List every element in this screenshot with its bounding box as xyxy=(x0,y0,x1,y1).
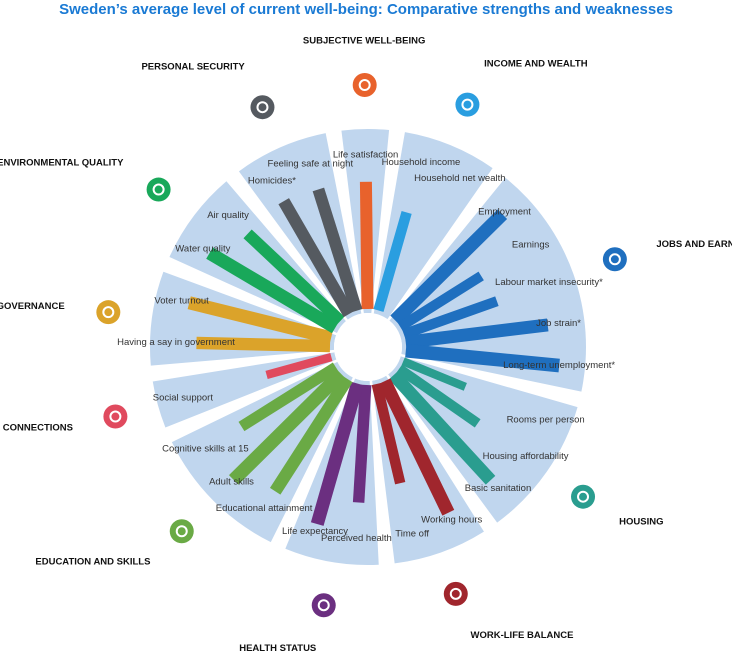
indicator-label: Life expectancy xyxy=(282,526,348,537)
bar-jobs-0 xyxy=(390,209,508,326)
tree-icon xyxy=(146,177,171,202)
indicator-label: Life satisfaction xyxy=(333,150,398,161)
indicator-label: Perceived health xyxy=(321,533,392,544)
bar-housing-0 xyxy=(401,357,467,391)
indicator-label: Household income xyxy=(382,157,461,168)
bar-environment-0 xyxy=(206,247,339,334)
indicator-label: Adult skills xyxy=(209,477,254,488)
indicator-label: Having a say in government xyxy=(117,337,235,348)
bar-income-0 xyxy=(373,211,412,312)
bar-housing-2 xyxy=(388,370,496,485)
indicator-label: Time off xyxy=(395,528,429,539)
indicator-label: Voter turnout xyxy=(154,295,209,306)
indicator-label: Rooms per person xyxy=(507,414,585,425)
dimension-label-income: INCOME AND WEALTH xyxy=(484,58,588,69)
indicator-label: Job strain* xyxy=(536,318,581,329)
indicator-label: Household net wealth xyxy=(414,173,505,184)
dimension-label-social: SOCIAL CONNECTIONS xyxy=(0,423,73,434)
bar-worklife-0 xyxy=(378,378,455,516)
bar-security-1 xyxy=(312,187,363,313)
indicator-label: Long-term unemployment* xyxy=(503,360,615,371)
dimension-label-civic: CIVIC ENGAGEMENT AND GOVERNANCE xyxy=(0,301,65,312)
bar-worklife-1 xyxy=(371,382,406,485)
indicator-label: Social support xyxy=(153,392,214,403)
indicator-label: Earnings xyxy=(512,239,550,250)
indicator-label: Homicides* xyxy=(248,175,296,186)
bar-social-0 xyxy=(265,353,333,379)
cross-icon xyxy=(311,593,336,618)
indicator-label: Housing affordability xyxy=(483,451,569,462)
indicator-label: Cognitive skills at 15 xyxy=(162,444,249,455)
sector-income xyxy=(373,132,493,320)
bar-education-2 xyxy=(238,362,339,432)
indicator-label: Feeling safe at night xyxy=(268,158,354,169)
heart-icon xyxy=(352,73,377,98)
indicator-label: Basic sanitation xyxy=(465,483,532,494)
scales-icon xyxy=(443,581,468,606)
indicator-label: Water quality xyxy=(175,244,230,255)
bar-health-0 xyxy=(352,384,372,503)
indicator-label: Employment xyxy=(478,207,531,218)
dimension-label-security: PERSONAL SECURITY xyxy=(141,61,245,72)
money-icon xyxy=(455,92,480,117)
dimension-label-subjective: SUBJECTIVE WELL-BEING xyxy=(303,36,425,47)
dimension-label-health: HEALTH STATUS xyxy=(239,643,316,654)
indicator-label: Air quality xyxy=(207,210,249,221)
sector-environment xyxy=(169,181,346,333)
bar-education-1 xyxy=(228,368,346,485)
indicator-label: Labour market insecurity* xyxy=(495,277,603,288)
bar-education-0 xyxy=(269,375,353,495)
house-icon xyxy=(571,484,596,509)
bar-civic-1 xyxy=(187,296,333,345)
bar-civic-0 xyxy=(196,336,331,353)
people-icon xyxy=(103,404,128,429)
bar-jobs-2 xyxy=(402,296,499,340)
dimension-label-worklife: WORK-LIFE BALANCE xyxy=(471,630,574,641)
walker-icon xyxy=(250,95,275,120)
ballot-icon xyxy=(96,300,121,325)
briefcase-icon xyxy=(602,247,627,272)
bar-health-1 xyxy=(310,381,364,526)
dimension-label-environment: ENVIRONMENTAL QUALITY xyxy=(0,158,124,169)
indicator-label: Educational attainment xyxy=(216,503,313,514)
chart-title: Sweden’s average level of current well-b… xyxy=(59,1,673,18)
bar-jobs-1 xyxy=(397,271,484,332)
bar-environment-1 xyxy=(243,229,345,326)
dimension-label-housing: HOUSING xyxy=(619,516,663,527)
bar-jobs-3 xyxy=(404,318,549,349)
indicator-label: Working hours xyxy=(421,514,482,525)
center-hole xyxy=(334,313,402,381)
bar-security-0 xyxy=(278,198,355,318)
bar-jobs-4 xyxy=(405,343,560,373)
dimension-label-jobs: JOBS AND EARNINGS xyxy=(656,239,732,250)
dimension-label-education: EDUCATION AND SKILLS xyxy=(35,557,150,568)
book-icon xyxy=(169,519,194,544)
bar-subjective-0 xyxy=(359,181,374,310)
bar-housing-1 xyxy=(396,364,481,428)
